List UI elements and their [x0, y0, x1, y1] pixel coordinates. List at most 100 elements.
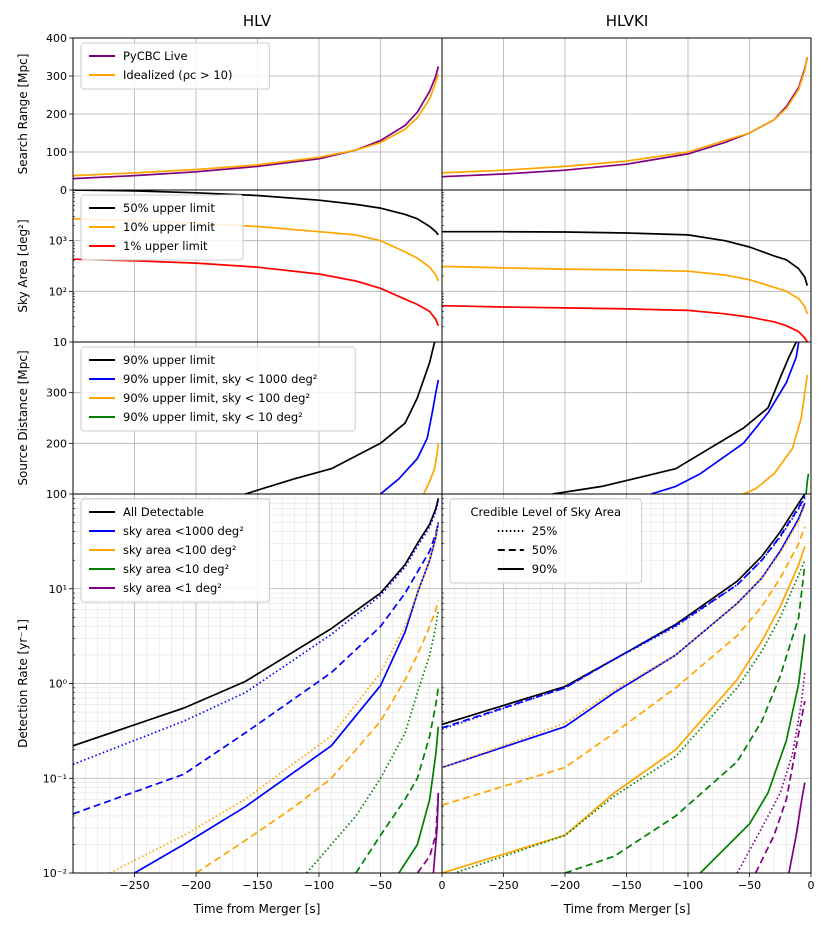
x-tick-label: −250 — [488, 879, 518, 892]
series-line-sky-1000 — [379, 379, 440, 494]
series-line-g50 — [564, 564, 806, 873]
panel-detection_rate-hlv: 10⁻² 10⁻¹ 10⁰ 10¹ −250 −200 −150 −100 −50 0 All De… — [43, 493, 446, 892]
series-line-b50 — [442, 495, 806, 729]
series-line-1- — [442, 304, 809, 342]
legend-label: sky area <10 deg² — [123, 562, 229, 576]
series-line-g50 — [355, 687, 440, 873]
series-line-sky-100 — [743, 374, 809, 494]
series-line-sky-10 — [805, 473, 810, 494]
x-tick-label: 0 — [439, 879, 446, 892]
y-tick-label: 100 — [46, 146, 67, 159]
col-title-hlv: HLV — [243, 12, 272, 30]
legend-label: 90% — [532, 562, 558, 576]
legend-label: 90% upper limit, sky < 100 deg² — [123, 391, 310, 405]
legend-label: sky area <100 deg² — [123, 543, 237, 557]
legend-label: 90% upper limit, sky < 10 deg² — [123, 410, 303, 424]
legend-label: Idealized (ρc > 10) — [123, 68, 232, 82]
legend-label: PyCBC Live — [123, 49, 188, 63]
legend-label: 10% upper limit — [123, 220, 215, 234]
legend-label: All Detectable — [123, 505, 204, 519]
legend: 90% upper limit 90% upper limit, sky < 10… — [80, 346, 356, 432]
legend-label: 1% upper limit — [123, 239, 208, 253]
panel-search_range-hlv: 0 100 200 300 400 PyCBC Live Idealized (ρc > 1… — [46, 32, 443, 197]
panel-detection_rate-hlvki: −250 −200 −150 −100 −50 0 Credible Level of Sk… — [441, 493, 815, 892]
series-line-50- — [73, 190, 439, 236]
series-line-o90 — [442, 546, 806, 873]
y-tick-label: 0 — [60, 184, 67, 197]
series-line-g25 — [306, 609, 440, 873]
column-titles: HLV HLVKI — [243, 12, 648, 30]
legend-label: 25% — [532, 524, 558, 538]
series-group — [442, 56, 809, 178]
y-tick-label: 300 — [46, 387, 67, 400]
y-axis-label-source_distance: Source Distance [Mpc] — [16, 350, 30, 485]
y-tick-label: 10 — [53, 336, 67, 349]
y-tick-label: 10⁻² — [43, 867, 67, 880]
legend: 50% upper limit 10% upper limit 1% upper l… — [80, 194, 244, 261]
x-tick-label: −150 — [611, 879, 641, 892]
series-group — [244, 342, 440, 494]
panel-sky_area-hlv: 10 10² 10³ 50% upper limit 10% upper limit 1%… — [49, 189, 443, 349]
x-tick-label: −50 — [369, 879, 392, 892]
series-line-pycbc-live — [73, 66, 440, 180]
series-line-o25 — [109, 522, 440, 873]
x-tick-label: −100 — [304, 879, 334, 892]
legend: All Detectable sky area <1000 deg² sky are… — [80, 498, 270, 603]
y-tick-label: 200 — [46, 108, 67, 121]
series-line-90- — [552, 342, 797, 494]
x-axis-label-right: Time from Merger [s] — [563, 902, 691, 916]
series-line-o50 — [442, 526, 806, 807]
series-group — [442, 494, 806, 873]
series-line-g90 — [699, 634, 806, 873]
y-tick-label: 10⁰ — [49, 678, 68, 691]
y-tick-label: 300 — [46, 70, 67, 83]
legend-box — [80, 42, 270, 90]
series-line-g90 — [398, 726, 440, 873]
y-axis-label-sky_area: Sky Area [deg²] — [16, 219, 30, 312]
legend-label: 90% upper limit — [123, 353, 215, 367]
series-line-1- — [73, 258, 440, 327]
x-tick-label: −100 — [673, 879, 703, 892]
series-group — [73, 498, 440, 873]
legend-label: 90% upper limit, sky < 1000 deg² — [123, 372, 317, 386]
series-line-p90 — [432, 792, 440, 873]
series-line-90- — [244, 342, 436, 494]
y-tick-label: 200 — [46, 437, 67, 450]
x-tick-label: −250 — [119, 879, 149, 892]
y-tick-label: 10⁻¹ — [43, 772, 67, 785]
legend-label: 50% — [532, 543, 558, 557]
legend: PyCBC Live Idealized (ρc > 10) — [80, 42, 270, 90]
series-line-sky-100 — [422, 443, 440, 494]
x-tick-label: −200 — [181, 879, 211, 892]
y-tick-label: 10³ — [49, 235, 67, 248]
series-line-sky-1000 — [650, 342, 800, 494]
y-axis-label-search_range: Search Range [Mpc] — [16, 54, 30, 175]
series-line-o25 — [442, 505, 806, 769]
series-line-all — [73, 498, 440, 747]
x-tick-label: −50 — [738, 879, 761, 892]
series-line-o50 — [195, 600, 440, 873]
series-group — [73, 66, 440, 180]
y-tick-label: 10² — [49, 285, 67, 298]
y-tick-label: 100 — [46, 488, 67, 501]
series-line-p90 — [788, 782, 806, 873]
panel-source_distance-hlv: 100 200 300 90% upper limit 90% upper limit,… — [46, 341, 443, 501]
legend-label: sky area <1000 deg² — [123, 524, 244, 538]
x-axis-label-left: Time from Merger [s] — [193, 902, 321, 916]
series-line-idealized — [73, 73, 440, 177]
legend-title: Credible Level of Sky Area — [471, 505, 622, 519]
y-tick-label: 10¹ — [49, 583, 67, 596]
legend-box — [80, 498, 270, 603]
x-tick-label: 0 — [808, 879, 815, 892]
y-tick-label: 400 — [46, 32, 67, 45]
legend-label: 50% upper limit — [123, 201, 215, 215]
series-group — [442, 230, 809, 342]
legend-box — [80, 346, 356, 432]
series-group — [552, 342, 810, 494]
x-tick-label: −150 — [242, 879, 272, 892]
series-line-g25 — [451, 559, 806, 873]
series-line-50- — [442, 230, 809, 286]
panel-source_distance-hlvki — [441, 341, 812, 495]
